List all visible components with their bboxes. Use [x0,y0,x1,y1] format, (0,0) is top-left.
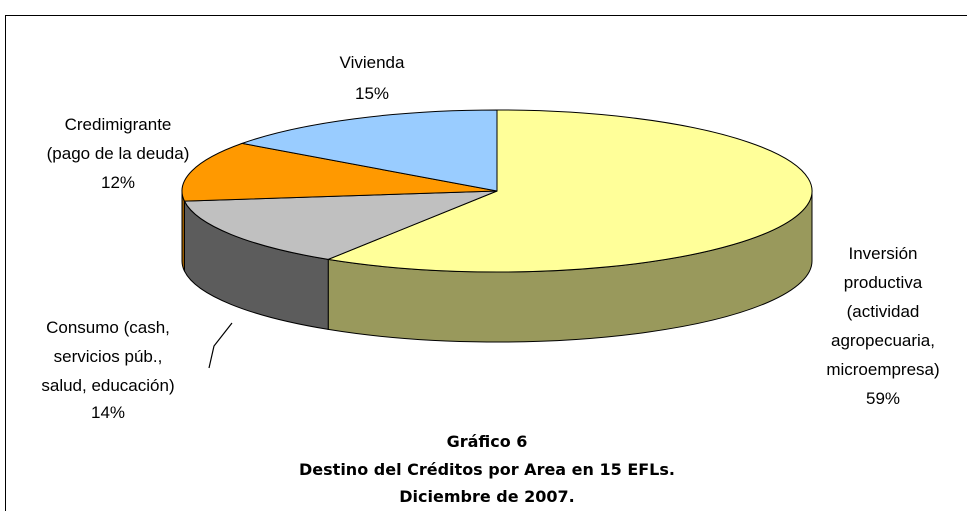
value-label: 59% [865,389,901,408]
slice-side [181,190,185,272]
slice-top [181,142,498,202]
frame [5,15,967,511]
value-label: 15% [354,84,390,103]
chart-title: Gráfico 6 Destino del Créditos por Area … [299,432,675,506]
slice-top [326,109,813,273]
slice-label: Credimigrante (pago de la deuda) [46,115,190,163]
value-label: 12% [100,173,136,192]
slice-label: Vivienda [339,53,405,72]
slice-top [183,190,498,260]
slice-label: Inversión productiva (actividad agropecu… [826,244,940,379]
leader-line [208,322,233,369]
slice-top [240,109,498,192]
slice-label: Consumo (cash, servicios púb., salud, ed… [41,318,175,395]
value-label: 14% [90,403,126,422]
